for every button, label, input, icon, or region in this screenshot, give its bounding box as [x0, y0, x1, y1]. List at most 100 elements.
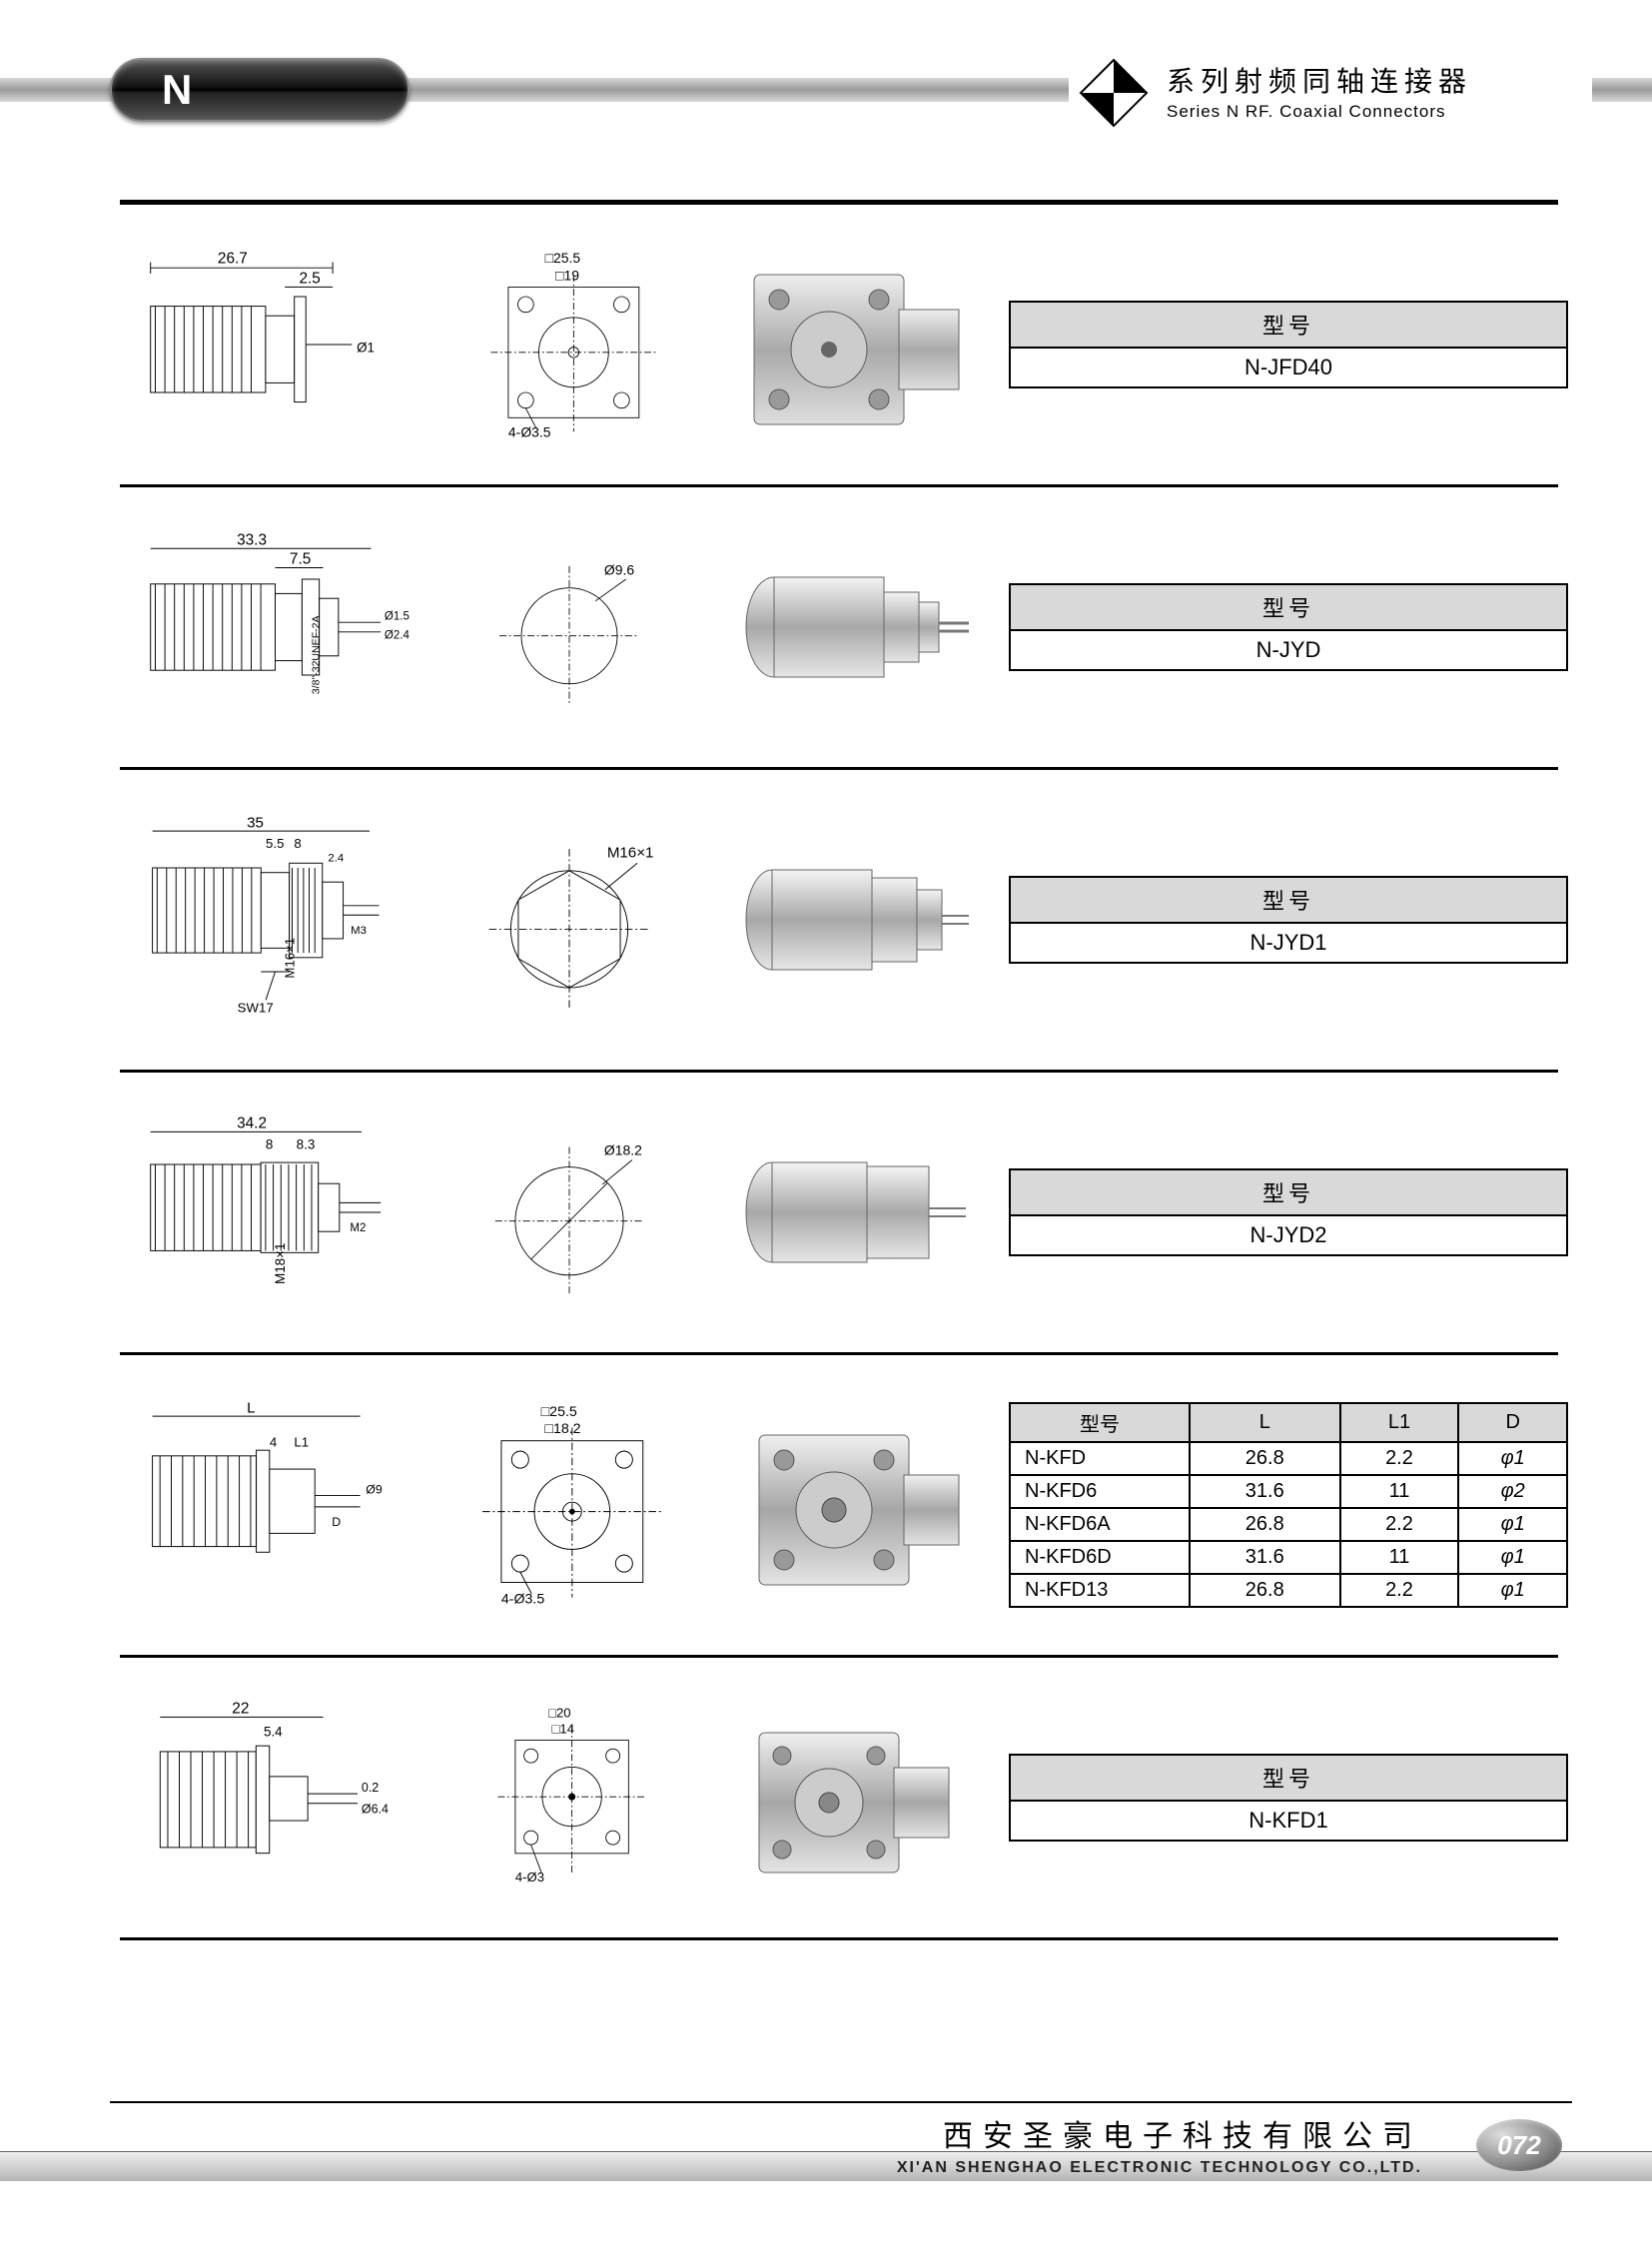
svg-text:5.4: 5.4 [263, 1725, 282, 1740]
model-cell: 型号 N-JYD [1009, 507, 1568, 747]
spec-td: 31.6 [1190, 1541, 1340, 1574]
product-photo [709, 1375, 999, 1635]
model-value: N-JYD1 [1011, 924, 1566, 962]
series-letter: N [162, 66, 192, 114]
tech-drawing-front: Ø9.6 [439, 507, 699, 747]
svg-text:7.5: 7.5 [289, 551, 310, 568]
series-badge: N [110, 58, 410, 122]
model-header: 型号 [1011, 1756, 1566, 1802]
footer-company-cn: 西安圣豪电子科技有限公司 [943, 2111, 1422, 2155]
svg-text:2.4: 2.4 [328, 852, 344, 864]
svg-text:33.3: 33.3 [237, 531, 267, 548]
svg-text:□18.2: □18.2 [544, 1421, 580, 1437]
product-photo [709, 790, 999, 1050]
spec-td: N-KFD6 [1010, 1475, 1190, 1508]
model-header: 型号 [1011, 878, 1566, 924]
content: 26.7 2.5 Ø1 □25.5 [120, 200, 1558, 1940]
svg-text:Ø18.2: Ø18.2 [604, 1141, 642, 1157]
product-row: 33.3 7.5 Ø1.5 Ø2.4 3/8"-32UNEF-2A [120, 487, 1558, 767]
spec-th: 型号 [1010, 1403, 1190, 1442]
product-row: 34.2 8 8.3 M2 M18×1 [120, 1073, 1558, 1352]
spec-td: N-KFD6A [1010, 1508, 1190, 1541]
table-row: N-KFD6 31.6 11 φ2 [1010, 1475, 1567, 1508]
svg-text:Ø6.4: Ø6.4 [361, 1802, 388, 1816]
product-row: L 4 L1 Ø9 D [120, 1355, 1558, 1655]
header-title: 系列射频同轴连接器 Series N RF. Coaxial Connector… [1167, 60, 1472, 122]
row-rule [120, 1937, 1558, 1940]
header-title-cn: 系列射频同轴连接器 [1167, 60, 1472, 100]
tech-drawing-front: □25.5 □18.2 4-Ø3.5 [439, 1375, 699, 1635]
product-photo [709, 507, 999, 747]
tech-drawing-side: 35 5.5 8 2.4 M3 M16×1 [120, 790, 429, 1050]
model-header: 型号 [1011, 585, 1566, 631]
spec-td: N-KFD [1010, 1442, 1190, 1475]
spec-td: N-KFD13 [1010, 1574, 1190, 1607]
svg-text:8: 8 [294, 836, 301, 851]
tech-drawing-front: □20 □14 4-Ø3 [439, 1678, 699, 1917]
model-cell: 型号 L L1 D N-KFD 26.8 2.2 φ1 N-KFD6 31.6 [1009, 1375, 1568, 1635]
product-row: 26.7 2.5 Ø1 □25.5 [120, 205, 1558, 484]
tech-drawing-side: L 4 L1 Ø9 D [120, 1375, 429, 1635]
svg-text:8: 8 [265, 1137, 272, 1152]
svg-text:Ø1: Ø1 [357, 341, 375, 356]
header-bar-right [1592, 78, 1652, 102]
svg-text:Ø9.6: Ø9.6 [604, 562, 634, 578]
tech-drawing-front: □25.5 □19 4-Ø3.5 [439, 225, 699, 464]
page-number: 072 [1476, 2119, 1562, 2171]
spec-td: φ1 [1458, 1541, 1567, 1574]
product-photo [709, 1678, 999, 1917]
spec-td: φ2 [1458, 1475, 1567, 1508]
spec-td: 26.8 [1190, 1442, 1340, 1475]
model-value: N-JYD [1011, 631, 1566, 669]
model-cell: 型号 N-JYD2 [1009, 1093, 1568, 1332]
svg-text:4-Ø3.5: 4-Ø3.5 [508, 424, 551, 440]
footer-company-en: XI'AN SHENGHAO ELECTRONIC TECHNOLOGY CO.… [897, 2159, 1422, 2177]
product-row: 22 5.4 0.2 Ø6.4 □2 [120, 1658, 1558, 1937]
model-header: 型号 [1011, 303, 1566, 349]
model-value: N-KFD1 [1011, 1802, 1566, 1840]
svg-text:□25.5: □25.5 [545, 250, 581, 266]
logo-icon [1079, 58, 1149, 128]
model-box: 型号 N-JYD2 [1009, 1168, 1568, 1256]
model-box: 型号 N-KFD1 [1009, 1754, 1568, 1842]
svg-text:35: 35 [247, 816, 264, 831]
table-row: N-KFD13 26.8 2.2 φ1 [1010, 1574, 1567, 1607]
spec-td: N-KFD6D [1010, 1541, 1190, 1574]
spec-td: φ1 [1458, 1442, 1567, 1475]
spec-td: 11 [1340, 1541, 1459, 1574]
spec-td: 31.6 [1190, 1475, 1340, 1508]
spec-td: φ1 [1458, 1508, 1567, 1541]
svg-text:□25.5: □25.5 [541, 1404, 577, 1420]
model-cell: 型号 N-JYD1 [1009, 790, 1568, 1050]
page-footer: 西安圣豪电子科技有限公司 XI'AN SHENGHAO ELECTRONIC T… [0, 2101, 1652, 2181]
svg-text:M16×1: M16×1 [607, 845, 654, 862]
table-row: N-KFD6D 31.6 11 φ1 [1010, 1541, 1567, 1574]
svg-text:5.5: 5.5 [266, 836, 284, 851]
svg-text:M16×1: M16×1 [282, 938, 297, 979]
spec-td: 2.2 [1340, 1442, 1459, 1475]
model-value: N-JFD40 [1011, 349, 1566, 386]
svg-text:Ø1.5: Ø1.5 [384, 610, 409, 622]
spec-td: 2.2 [1340, 1508, 1459, 1541]
svg-text:L: L [247, 1401, 255, 1416]
svg-text:34.2: 34.2 [237, 1117, 267, 1132]
model-value: N-JYD2 [1011, 1216, 1566, 1254]
tech-drawing-front: Ø18.2 [439, 1093, 699, 1332]
svg-text:4-Ø3: 4-Ø3 [515, 1869, 544, 1884]
svg-text:D: D [332, 1515, 341, 1529]
svg-text:4-Ø3.5: 4-Ø3.5 [501, 1591, 544, 1607]
svg-text:L1: L1 [294, 1434, 309, 1449]
svg-text:M18×1: M18×1 [273, 1243, 288, 1284]
svg-text:2.5: 2.5 [299, 271, 320, 288]
product-photo [709, 1093, 999, 1332]
svg-text:3/8"-32UNEF-2A: 3/8"-32UNEF-2A [310, 614, 322, 694]
spec-table: 型号 L L1 D N-KFD 26.8 2.2 φ1 N-KFD6 31.6 [1009, 1402, 1568, 1608]
spec-th: L1 [1340, 1403, 1459, 1442]
tech-drawing-side: 33.3 7.5 Ø1.5 Ø2.4 3/8"-32UNEF-2A [120, 507, 429, 747]
svg-text:Ø2.4: Ø2.4 [384, 630, 410, 642]
model-box: 型号 N-JYD [1009, 583, 1568, 671]
spec-td: 2.2 [1340, 1574, 1459, 1607]
tech-drawing-side: 22 5.4 0.2 Ø6.4 [120, 1678, 429, 1917]
spec-th: D [1458, 1403, 1567, 1442]
table-row: N-KFD 26.8 2.2 φ1 [1010, 1442, 1567, 1475]
